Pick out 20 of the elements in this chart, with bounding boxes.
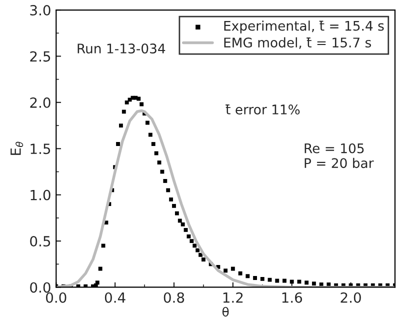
- x-tick-label: 2.0: [340, 292, 361, 303]
- annotation: Run 1-13-034: [78, 44, 166, 54]
- x-axis-title: θ: [222, 306, 229, 317]
- y-tick-label: 1.0: [30, 190, 50, 200]
- y-tick-label: 0.5: [30, 236, 50, 247]
- x-tick-label: 1.6: [282, 292, 302, 303]
- annotation: Re = 105 P = 20 bar: [304, 143, 374, 168]
- legend-label: EMG model, t̄ = 15.7 s: [224, 37, 372, 49]
- y-axis-title: E$_{θ}$: [10, 142, 24, 155]
- annotation: t̄ error 11%: [226, 104, 300, 114]
- x-tick-label: 0.4: [104, 292, 126, 303]
- x-tick-label: 1.2: [223, 292, 243, 303]
- y-tick-label: 0.0: [30, 282, 50, 293]
- y-tick-label: 2.5: [30, 51, 50, 62]
- y-tick-label: 3.0: [30, 4, 50, 16]
- y-tick-label: 2.0: [30, 97, 50, 108]
- legend-label: Experimental, t̄ = 15.4 s: [224, 20, 384, 34]
- y-tick-label: 1.5: [30, 144, 50, 154]
- x-tick-label: 0.8: [164, 292, 184, 303]
- x-tick-label: 0.0: [46, 292, 66, 303]
